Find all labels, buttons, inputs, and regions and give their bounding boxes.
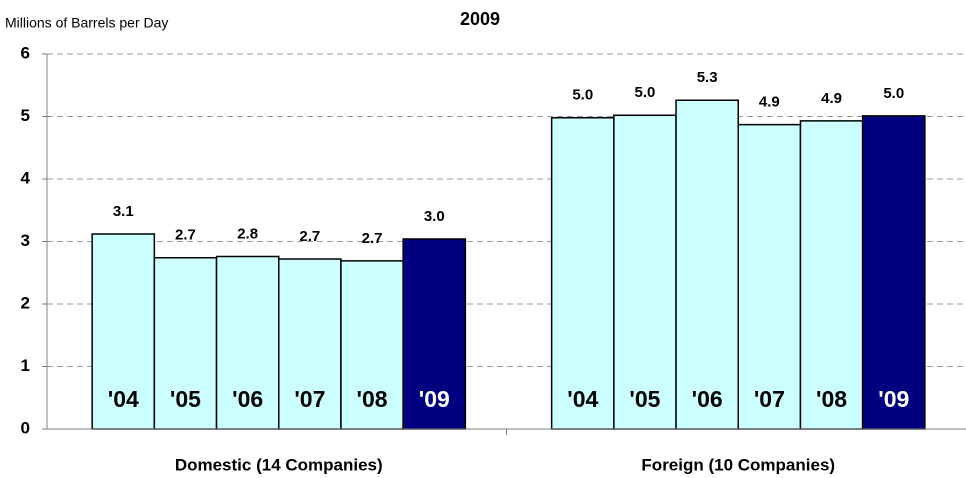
bar [799,120,864,430]
bar-series-label: '04 [108,386,139,412]
x-tick-label: Foreign (10 Companies) [641,455,835,474]
bar [550,117,615,430]
bar [153,257,218,430]
bar [737,123,802,430]
bar [861,115,926,430]
bar-series-label: '09 [419,386,450,412]
y-tick-label: 1 [21,356,30,375]
bar [215,255,280,430]
data-label: 4.9 [821,90,842,107]
data-label: 2.7 [362,230,383,247]
data-label: 2.8 [237,225,258,242]
bar-series-label: '08 [816,386,847,412]
x-tick-label: Domestic (14 Companies) [175,455,383,474]
bar-series-label: '07 [294,386,325,412]
bar [675,99,739,430]
data-label: 4.9 [759,94,780,111]
bar-series-label: '04 [567,386,598,412]
data-label: 3.1 [113,203,134,220]
y-tick-label: 6 [21,43,30,62]
y-tick-label: 2 [21,293,30,312]
chart-title: 2009 [460,9,500,29]
y-tick-label: 0 [21,418,30,437]
data-label: 2.7 [299,228,320,245]
bar-series-label: '08 [357,386,388,412]
data-label: 5.3 [697,69,718,86]
data-label: 5.0 [883,85,904,102]
bar-series-label: '09 [878,386,909,412]
bar-series-label: '07 [754,386,785,412]
data-label: 3.0 [424,208,445,225]
y-tick-label: 4 [21,168,31,187]
bar [91,233,156,430]
bar-series-label: '06 [692,386,723,412]
bar-series-label: '05 [629,386,660,412]
bar-series-label: '06 [232,386,263,412]
bar [278,258,342,430]
data-label: 5.0 [572,87,593,104]
bar [613,114,677,430]
y-tick-label: 3 [21,231,30,250]
data-label: 2.7 [175,227,196,244]
bar-series-label: '05 [170,386,201,412]
data-label: 5.0 [635,84,656,101]
y-tick-label: 5 [21,106,30,125]
y-axis-label: Millions of Barrels per Day [5,15,168,31]
